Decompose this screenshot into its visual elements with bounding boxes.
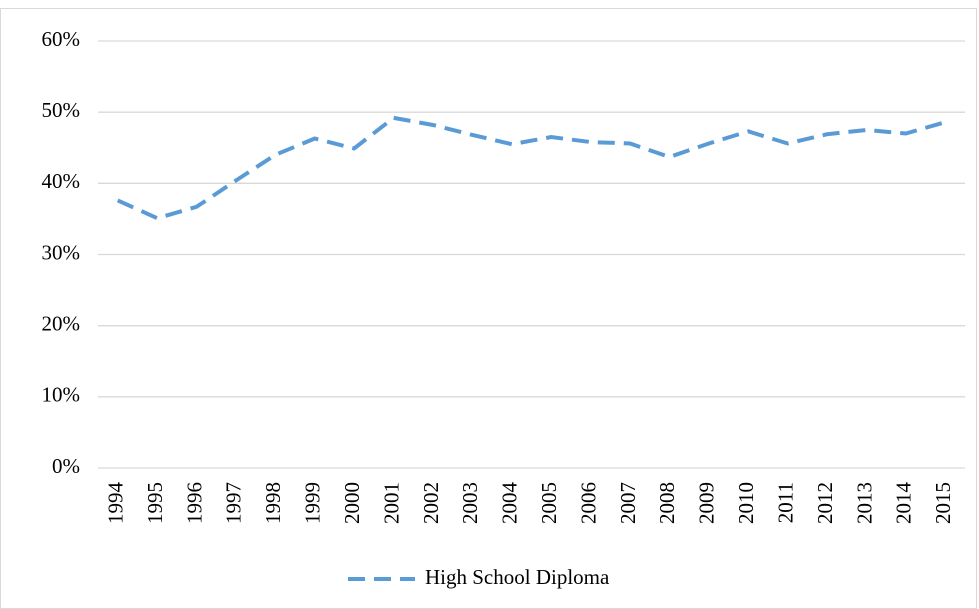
x-tick-label: 2012 xyxy=(813,482,837,524)
x-tick-label: 1998 xyxy=(261,482,285,524)
y-tick-label: 60% xyxy=(42,27,81,51)
y-tick-label: 50% xyxy=(42,98,81,122)
x-tick-label: 1996 xyxy=(182,482,206,524)
x-tick-label: 2000 xyxy=(340,482,364,524)
x-tick-label: 2013 xyxy=(852,482,876,524)
y-tick-label: 10% xyxy=(42,383,81,407)
y-tick-label: 40% xyxy=(42,169,81,193)
x-tick-label: 2006 xyxy=(576,482,600,524)
x-tick-label: 1999 xyxy=(301,482,325,524)
x-tick-label: 2009 xyxy=(695,482,719,524)
x-tick-label: 1997 xyxy=(222,482,246,524)
x-tick-label: 2001 xyxy=(379,482,403,524)
y-tick-label: 0% xyxy=(52,454,80,478)
legend-label: High School Diploma xyxy=(425,565,610,589)
x-tick-label: 2014 xyxy=(892,482,916,525)
x-tick-label: 2005 xyxy=(537,482,561,524)
x-tick-label: 2002 xyxy=(419,482,443,524)
x-tick-label: 1994 xyxy=(104,482,128,525)
x-tick-label: 2007 xyxy=(616,482,640,524)
x-tick-label: 2015 xyxy=(931,482,955,524)
x-tick-label: 2011 xyxy=(773,482,797,523)
x-tick-label: 2003 xyxy=(458,482,482,524)
y-tick-label: 30% xyxy=(42,240,81,264)
chart-border xyxy=(0,8,977,609)
x-tick-label: 2008 xyxy=(655,482,679,524)
y-tick-label: 20% xyxy=(42,311,81,335)
x-tick-label: 1995 xyxy=(143,482,167,524)
series-line xyxy=(116,115,946,221)
x-tick-label: 2010 xyxy=(734,482,758,524)
x-tick-label: 2004 xyxy=(498,482,522,525)
